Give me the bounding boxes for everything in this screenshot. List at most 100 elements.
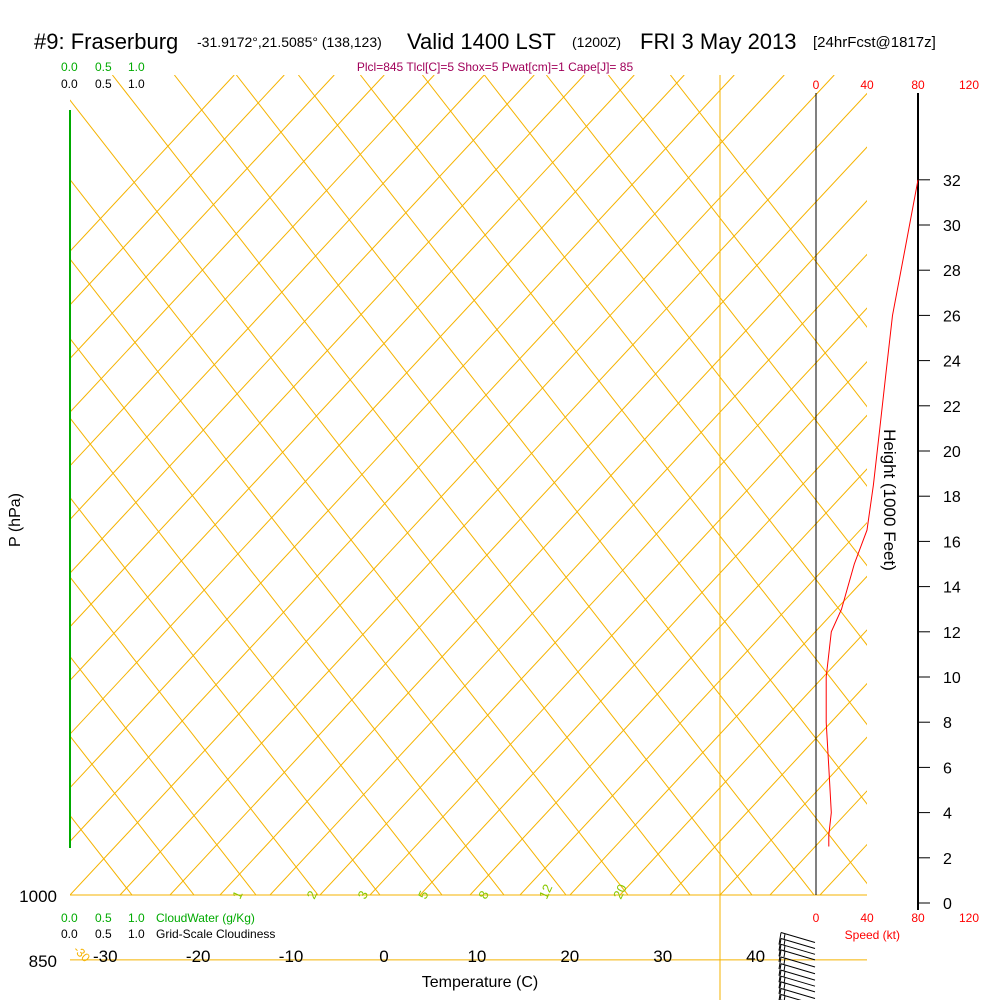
surface-temperature-dot [538, 939, 546, 947]
dry-adiabat-line [112, 75, 753, 895]
dry-adiabat-line [70, 99, 691, 895]
dry-adiabat-line [70, 337, 505, 895]
dry-adiabat-line [70, 894, 71, 895]
isotherm-line [70, 75, 785, 843]
height-tick-label: 14 [943, 580, 961, 597]
isotherm-line [70, 75, 235, 252]
temperature-tick-label: 0 [379, 947, 388, 966]
wind-barb [778, 963, 816, 976]
cloud-scale-bottom: 0.0 0.5 1.0 CloudWater (g/Kg) 0.0 0.5 1.… [61, 911, 275, 941]
speed-tick: 0 [813, 78, 820, 92]
wind-speed-profile [825, 179, 919, 847]
height-tick-label: 0 [943, 896, 952, 913]
cloud-green-tick: 0.5 [95, 911, 112, 925]
cloud-black-tick: 1.0 [128, 77, 145, 91]
moist-adiabat-line [178, 894, 180, 895]
moist-adiabat-line [457, 894, 459, 895]
dry-adiabat-line [70, 814, 133, 895]
cloud-black-tick: 1.0 [128, 927, 145, 941]
height-tick-label: 24 [943, 354, 961, 371]
speed-tick: 80 [911, 78, 925, 92]
isotherm-line [619, 629, 867, 895]
isotherm-line [70, 75, 735, 789]
dry-adiabat-line [670, 75, 867, 328]
speed-tick: 120 [959, 78, 979, 92]
cloud-green-tick: 0.0 [61, 60, 78, 74]
isotherm-line [319, 307, 867, 895]
dry-adiabat-line [70, 417, 443, 895]
pressure-tick-label: 700 [29, 997, 57, 1000]
mixing-ratio-label: 8 [475, 888, 492, 901]
temperature-profile [370, 943, 542, 1000]
mixing-ratio-label: 2 [303, 888, 320, 901]
isotherm-line [70, 75, 435, 467]
cloud-black-tick: 0.5 [95, 927, 112, 941]
mixing-ratio-label: 5 [415, 888, 432, 901]
cloud-green-tick: 0.0 [61, 911, 78, 925]
valid-time: Valid 1400 LST [407, 29, 556, 54]
isotherm-line [469, 468, 867, 895]
dry-adiabat-line [70, 576, 319, 895]
temperature-tick-label: -30 [93, 947, 118, 966]
isotherm-line [169, 146, 867, 895]
dry-adiabat-line [70, 178, 629, 895]
isotherm-line [369, 361, 867, 895]
isotherm-line [70, 75, 535, 574]
mixing-ratio-label: 20 [610, 882, 630, 901]
dry-adiabat-line [422, 75, 867, 646]
speed-tick: 0 [813, 911, 820, 925]
speed-scale-top: 0 40 80 120 [813, 78, 980, 92]
isotherm-line [819, 843, 867, 895]
station-coords: -31.9172°,21.5085° (138,123) [197, 34, 382, 50]
pressure-tick-label: 1000 [19, 887, 57, 906]
temperature-tick-label: 10 [467, 947, 486, 966]
height-tick-label: 16 [943, 534, 961, 551]
isotherm-line [70, 75, 485, 521]
height-axis-label: Height (1000 Feet) [880, 429, 899, 571]
temperature-tick-label: 20 [560, 947, 579, 966]
speed-axis-label: Speed (kt) [845, 928, 900, 942]
isotherm-line [970, 75, 1000, 895]
dry-adiabat-line [546, 75, 867, 487]
height-tick-label: 18 [943, 489, 961, 506]
isotherm-line [70, 75, 635, 682]
height-tick-label: 12 [943, 625, 961, 642]
pressure-tick-label: 850 [29, 952, 57, 971]
temperature-tick-label: 40 [746, 947, 765, 966]
isotherm-line [419, 414, 867, 895]
dry-adiabat-line [236, 75, 867, 885]
speed-tick: 40 [860, 911, 874, 925]
cloud-scale-top: 0.0 0.5 1.0 0.0 0.5 1.0 [61, 60, 145, 91]
temperature-tick-label: -10 [279, 947, 304, 966]
height-tick-label: 20 [943, 444, 961, 461]
y-axis-label: P (hPa) [7, 493, 24, 547]
isotherm-line [519, 521, 867, 895]
cloudwater-label: CloudWater (g/Kg) [156, 911, 255, 925]
indices-line: Plcl=845 Tlcl[C]=5 Shox=5 Pwat[cm]=1 Cap… [357, 60, 634, 74]
height-tick-label: 6 [943, 760, 952, 777]
isotherm-line [70, 75, 685, 735]
wind-barb [778, 943, 816, 957]
height-tick-label: 2 [943, 851, 952, 868]
isotherm-line [569, 575, 867, 895]
isotherm-line [70, 75, 835, 895]
dry-adiabat-line [174, 75, 815, 895]
temperature-tick-label: -20 [186, 947, 211, 966]
wind-barb [778, 981, 816, 994]
moist-adiabat-line [257, 895, 1000, 1000]
height-tick-label: 30 [943, 218, 961, 235]
isotherm-line [920, 75, 1000, 895]
isobar-lines [70, 894, 867, 961]
cloud-black-tick: 0.5 [95, 77, 112, 91]
wind-barb [778, 975, 816, 989]
cloud-black-tick: 0.0 [61, 77, 78, 91]
height-tick-label: 8 [943, 715, 952, 732]
mixing-ratio-line [364, 894, 366, 895]
dry-adiabat-line [360, 75, 867, 726]
cloud-black-tick: 0.0 [61, 927, 78, 941]
isotherm-line [719, 736, 867, 895]
wind-barb [778, 987, 816, 1000]
